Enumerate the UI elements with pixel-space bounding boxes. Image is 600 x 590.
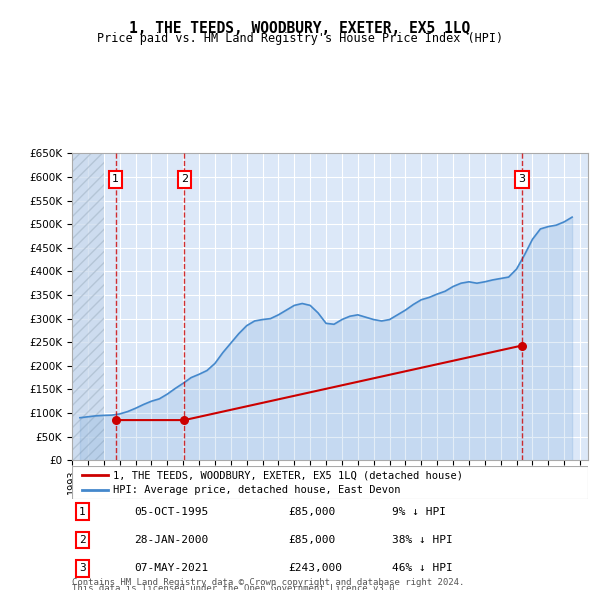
Text: 05-OCT-1995: 05-OCT-1995 (134, 507, 208, 516)
Text: 38% ↓ HPI: 38% ↓ HPI (392, 535, 452, 545)
Text: 2: 2 (79, 535, 86, 545)
Text: Price paid vs. HM Land Registry's House Price Index (HPI): Price paid vs. HM Land Registry's House … (97, 32, 503, 45)
Text: 1, THE TEEDS, WOODBURY, EXETER, EX5 1LQ (detached house): 1, THE TEEDS, WOODBURY, EXETER, EX5 1LQ … (113, 470, 463, 480)
Text: 1, THE TEEDS, WOODBURY, EXETER, EX5 1LQ: 1, THE TEEDS, WOODBURY, EXETER, EX5 1LQ (130, 21, 470, 35)
Text: 1: 1 (79, 507, 86, 516)
Point (517, 341, 527, 350)
Point (179, 415, 189, 425)
Text: £85,000: £85,000 (289, 535, 336, 545)
Point (111, 415, 121, 425)
Text: HPI: Average price, detached house, East Devon: HPI: Average price, detached house, East… (113, 486, 401, 496)
Text: £243,000: £243,000 (289, 563, 343, 573)
Text: This data is licensed under the Open Government Licence v3.0.: This data is licensed under the Open Gov… (72, 584, 400, 590)
Text: 3: 3 (79, 563, 86, 573)
Text: 3: 3 (518, 175, 526, 184)
Text: 2: 2 (181, 175, 188, 184)
Bar (72, 153, 104, 460)
Text: 07-MAY-2021: 07-MAY-2021 (134, 563, 208, 573)
Text: 28-JAN-2000: 28-JAN-2000 (134, 535, 208, 545)
Text: 46% ↓ HPI: 46% ↓ HPI (392, 563, 452, 573)
Text: £85,000: £85,000 (289, 507, 336, 516)
Text: Contains HM Land Registry data © Crown copyright and database right 2024.: Contains HM Land Registry data © Crown c… (72, 578, 464, 587)
FancyBboxPatch shape (72, 466, 588, 499)
Text: 9% ↓ HPI: 9% ↓ HPI (392, 507, 446, 516)
Text: 1: 1 (112, 175, 119, 184)
